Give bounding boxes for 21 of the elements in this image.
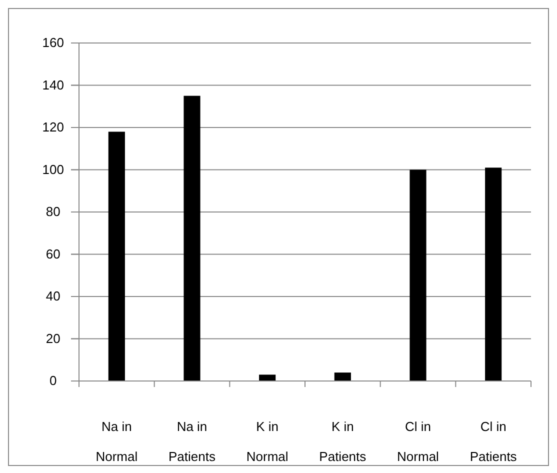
y-tick-label: 120 [42,120,64,135]
bar [334,372,351,381]
x-tick-label: K in Patients [319,419,367,464]
y-tick-label: 160 [42,35,64,50]
bar [184,96,200,381]
bar [108,132,125,381]
y-tick-label: 40 [46,288,60,304]
y-tick-label: 100 [42,162,64,177]
bar [485,168,502,381]
bar [410,170,426,381]
y-tick-label: 80 [46,204,60,220]
x-tick-label: Cl in Patients [470,419,518,464]
bar [259,374,276,381]
x-tick-label: Cl in Normal [397,419,440,464]
y-tick-label: 20 [46,330,60,346]
x-tick-label: K in Normal [246,419,288,464]
y-tick-label: 140 [42,77,64,92]
x-tick-label: Na in Normal [96,419,138,464]
y-tick-label: 60 [46,246,60,262]
y-tick-label: 0 [49,373,57,388]
x-tick-label: Na in Patients [168,419,216,464]
